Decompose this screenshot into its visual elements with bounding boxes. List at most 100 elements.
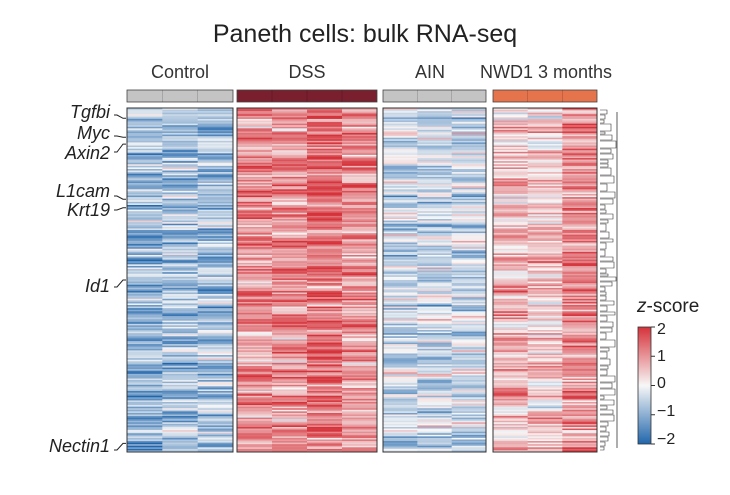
heatmap-cell [417, 129, 452, 132]
heatmap-cell [127, 314, 163, 317]
heatmap-cell [383, 125, 418, 128]
heatmap-cell [383, 289, 418, 292]
heatmap-cell [162, 189, 198, 192]
heatmap-cell [527, 200, 563, 203]
heatmap-cell [451, 231, 487, 234]
heatmap-cell [562, 364, 598, 367]
heatmap-cell [162, 220, 198, 223]
heatmap-cell [237, 247, 273, 250]
heatmap-cell [272, 426, 308, 429]
heatmap-cell [383, 187, 418, 190]
heatmap-cell [197, 294, 234, 296]
heatmap-cell [197, 306, 234, 309]
heatmap-cell [451, 306, 487, 309]
heatmap-cell [493, 265, 528, 268]
heatmap-cell [451, 248, 487, 251]
heatmap-cell [493, 362, 528, 365]
heatmap-cell [237, 355, 273, 357]
heatmap-cell [162, 311, 198, 314]
heatmap-cell [197, 356, 234, 359]
heatmap-cell [127, 192, 163, 195]
heatmap-cell [383, 442, 418, 445]
heatmap-cell [342, 395, 378, 398]
heatmap-cell [562, 236, 598, 239]
heatmap-cell [237, 373, 273, 376]
heatmap-cell [527, 359, 563, 362]
heatmap-cell [307, 190, 343, 193]
heatmap-cell [237, 428, 273, 431]
heatmap-cell [162, 184, 198, 187]
heatmap-cell [417, 114, 452, 117]
heatmap-cell [272, 125, 308, 128]
heatmap-cell [307, 262, 343, 265]
heatmap-cell [162, 211, 198, 214]
dendrogram-branch [600, 327, 613, 333]
heatmap-cell [527, 190, 563, 193]
heatmap-cell [562, 272, 598, 275]
heatmap-cell [307, 331, 343, 334]
heatmap-cell [342, 145, 378, 148]
heatmap-cell [127, 194, 163, 196]
heatmap-cell [127, 339, 163, 342]
heatmap-cell [197, 412, 234, 415]
heatmap-cell [417, 425, 452, 428]
heatmap-cell [162, 353, 198, 356]
heatmap-cell [342, 233, 378, 235]
heatmap-cell [383, 168, 418, 171]
heatmap-cell [162, 286, 198, 289]
heatmap-cell [237, 403, 273, 406]
heatmap-cell [451, 145, 487, 148]
heatmap-cell [417, 337, 452, 340]
heatmap-cell [383, 215, 418, 218]
heatmap-cell [417, 284, 452, 287]
heatmap-cell [162, 300, 198, 303]
heatmap-cell [417, 217, 452, 220]
heatmap-cell [127, 111, 163, 113]
heatmap-cell [417, 147, 452, 149]
heatmap-cell [272, 217, 308, 220]
heatmap-cell [127, 112, 163, 115]
heatmap-cell [127, 122, 163, 124]
heatmap-cell [493, 351, 528, 354]
heatmap-cell [162, 123, 198, 126]
heatmap-cell [451, 411, 487, 414]
heatmap-cell [451, 269, 487, 271]
heatmap-cell [562, 408, 598, 411]
heatmap-cell [342, 401, 378, 404]
heatmap-cell [162, 416, 198, 418]
heatmap-cell [417, 314, 452, 317]
heatmap-cell [307, 294, 343, 296]
heatmap-cell [197, 414, 234, 417]
heatmap-cell [197, 389, 234, 392]
heatmap-cell [527, 261, 563, 264]
heatmap-cell [197, 283, 234, 285]
heatmap-cell [272, 375, 308, 378]
heatmap-block-2 [383, 108, 487, 453]
heatmap-cell [342, 158, 378, 160]
heatmap-cell [237, 189, 273, 192]
heatmap-cell [527, 212, 563, 215]
heatmap-cell [127, 179, 163, 182]
heatmap-cell [562, 322, 598, 325]
heatmap-cell [307, 347, 343, 350]
heatmap-cell [562, 195, 598, 198]
heatmap-cell [342, 325, 378, 328]
heatmap-cell [307, 406, 343, 409]
heatmap-cell [562, 122, 598, 124]
heatmap-cell [383, 120, 418, 123]
heatmap-cell [417, 153, 452, 156]
heatmap-cell [451, 348, 487, 351]
heatmap-cell [307, 378, 343, 381]
heatmap-cell [197, 409, 234, 412]
heatmap-cell [162, 143, 198, 146]
heatmap-cell [127, 423, 163, 426]
heatmap-cell [383, 190, 418, 193]
heatmap-cell [237, 134, 273, 137]
heatmap-cell [493, 226, 528, 229]
heatmap-cell [562, 367, 598, 370]
heatmap-cell [162, 147, 198, 149]
heatmap-cell [342, 133, 378, 135]
heatmap-cell [451, 337, 487, 340]
heatmap-cell [272, 151, 308, 154]
heatmap-cell [127, 369, 163, 371]
